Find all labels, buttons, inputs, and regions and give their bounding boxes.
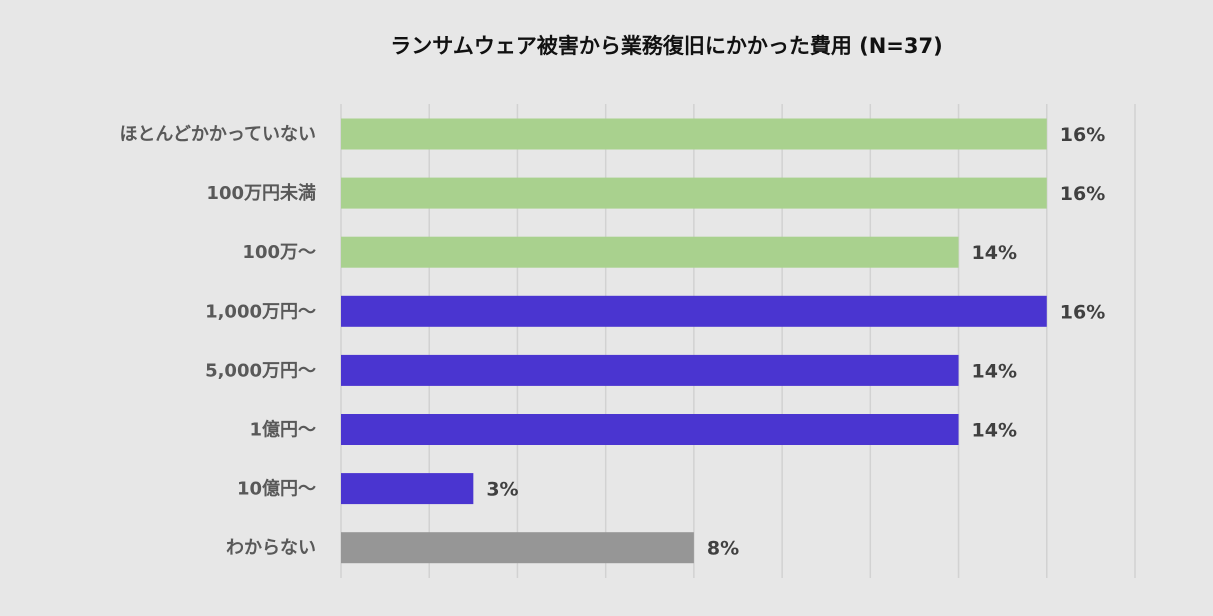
bars [341,118,1047,564]
bar [341,177,1047,209]
category-label: 100万～ [242,242,316,263]
value-label: 16% [1060,183,1105,205]
bar [341,118,1047,150]
category-label: 1,000万円～ [205,301,316,322]
category-label: 5,000万円～ [205,360,316,381]
bar [341,532,694,564]
bar [341,295,1047,327]
category-label: 10億円～ [237,478,316,500]
value-labels: 16% 16% 14% 16% 14% 14% 3% 8% [486,124,1105,560]
category-label: ほとんどかかっていない [119,124,316,145]
chart-title: ランサムウェア被害から業務復旧にかかった費用 (N=37) [390,34,943,58]
category-label: 1億円～ [249,419,316,441]
bar [341,236,959,268]
bar [341,414,959,445]
value-label: 16% [1060,124,1105,146]
bar [341,354,959,386]
gridlines [340,104,1136,578]
value-label: 14% [972,360,1017,382]
category-label: 100万円未満 [206,182,316,204]
bar [341,473,474,505]
category-labels: ほとんどかかっていない 100万円未満 100万～ 1,000万円～ 5,000万円～ 1… [119,124,316,559]
value-label: 14% [972,242,1017,264]
value-label: 3% [486,479,518,501]
value-label: 8% [707,538,739,560]
value-label: 14% [972,420,1017,442]
value-label: 16% [1060,301,1105,323]
category-label: わからない [226,538,316,559]
